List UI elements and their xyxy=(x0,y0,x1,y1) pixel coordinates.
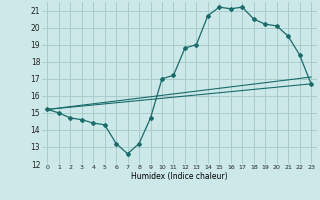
X-axis label: Humidex (Indice chaleur): Humidex (Indice chaleur) xyxy=(131,172,228,181)
